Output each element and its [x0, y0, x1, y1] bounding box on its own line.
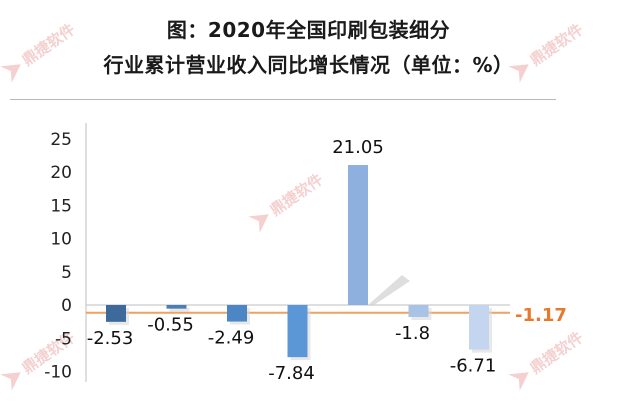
bar-series: [106, 165, 492, 361]
y-tick-label: 15: [50, 196, 72, 216]
chart-title-line-2: 行业累计营业收入同比增长情况（单位：%）: [103, 53, 514, 77]
data-labels: -2.53 -0.55 -2.49 -7.84 21.05 -1.8 -6.71: [87, 137, 497, 384]
watermark-text: 鼎捷软件: [267, 170, 326, 219]
data-label: -2.53: [87, 328, 134, 349]
watermark-text: 鼎捷软件: [527, 328, 586, 377]
y-tick-label: 10: [50, 230, 72, 250]
data-label: -7.84: [268, 363, 315, 384]
bar: [408, 305, 429, 317]
watermark-stamp: 鼎捷软件: [248, 170, 326, 233]
bar: [106, 305, 126, 322]
bar: [287, 305, 308, 358]
y-tick-label: 20: [50, 163, 72, 183]
watermark-arrow-icon: [508, 372, 529, 391]
watermark-text: 鼎捷软件: [527, 20, 586, 69]
bar: [227, 305, 247, 322]
watermark-arrow-icon: [248, 214, 269, 233]
watermark-stamp: 鼎捷软件: [508, 328, 586, 391]
chart-title-line-1: 图：2020年全国印刷包装细分: [166, 18, 451, 42]
average-reference-label: -1.17: [515, 305, 567, 326]
bar-shadow: [368, 275, 410, 305]
bar: [166, 305, 187, 309]
watermark-arrow-icon: [508, 64, 529, 83]
y-tick-label: 0: [61, 296, 72, 316]
watermark-stamp: 鼎捷软件: [0, 20, 78, 83]
data-label: -1.8: [395, 323, 430, 344]
data-label: -2.49: [208, 328, 255, 349]
watermark-arrow-icon: [0, 64, 21, 83]
y-axis-ticks: 25 20 15 10 5 0 -5 -10: [44, 130, 72, 383]
watermark-stamp: 鼎捷软件: [508, 20, 586, 83]
bar-shadow: [169, 308, 190, 312]
data-label: -6.71: [450, 356, 497, 377]
y-tick-label: 5: [61, 263, 72, 283]
bar: [348, 165, 368, 305]
y-tick-label: -5: [55, 329, 72, 349]
y-tick-label: 25: [50, 130, 72, 150]
bar: [469, 305, 489, 350]
data-label: -0.55: [147, 315, 194, 336]
watermark-text: 鼎捷软件: [19, 20, 78, 69]
y-tick-label: -10: [44, 363, 72, 383]
data-label: 21.05: [332, 137, 384, 158]
title-divider: [10, 99, 556, 100]
watermark-arrow-icon: [0, 372, 21, 391]
